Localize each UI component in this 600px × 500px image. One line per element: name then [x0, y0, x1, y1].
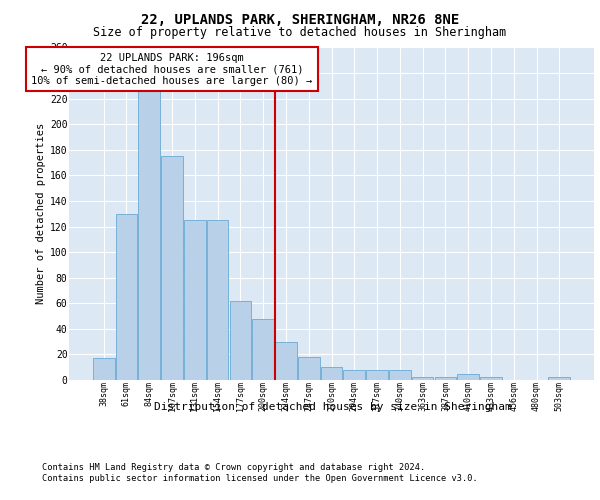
Bar [457, 374, 479, 380]
Text: 22, UPLANDS PARK, SHERINGHAM, NR26 8NE: 22, UPLANDS PARK, SHERINGHAM, NR26 8NE [141, 12, 459, 26]
Bar [298, 357, 320, 380]
Bar [253, 318, 274, 380]
Text: Contains public sector information licensed under the Open Government Licence v3: Contains public sector information licen… [42, 474, 478, 483]
Bar [207, 220, 229, 380]
Bar [275, 342, 297, 380]
Bar [93, 358, 115, 380]
Y-axis label: Number of detached properties: Number of detached properties [36, 123, 46, 304]
Bar [343, 370, 365, 380]
Bar [366, 370, 388, 380]
Bar [139, 86, 160, 380]
Text: 22 UPLANDS PARK: 196sqm
← 90% of detached houses are smaller (761)
10% of semi-d: 22 UPLANDS PARK: 196sqm ← 90% of detache… [31, 52, 313, 86]
Bar [412, 378, 433, 380]
Text: Size of property relative to detached houses in Sheringham: Size of property relative to detached ho… [94, 26, 506, 39]
Bar [480, 378, 502, 380]
Bar [548, 378, 570, 380]
Bar [161, 156, 183, 380]
Text: Distribution of detached houses by size in Sheringham: Distribution of detached houses by size … [154, 402, 512, 412]
Text: Contains HM Land Registry data © Crown copyright and database right 2024.: Contains HM Land Registry data © Crown c… [42, 462, 425, 471]
Bar [389, 370, 410, 380]
Bar [230, 300, 251, 380]
Bar [320, 367, 343, 380]
Bar [184, 220, 206, 380]
Bar [116, 214, 137, 380]
Bar [434, 378, 456, 380]
